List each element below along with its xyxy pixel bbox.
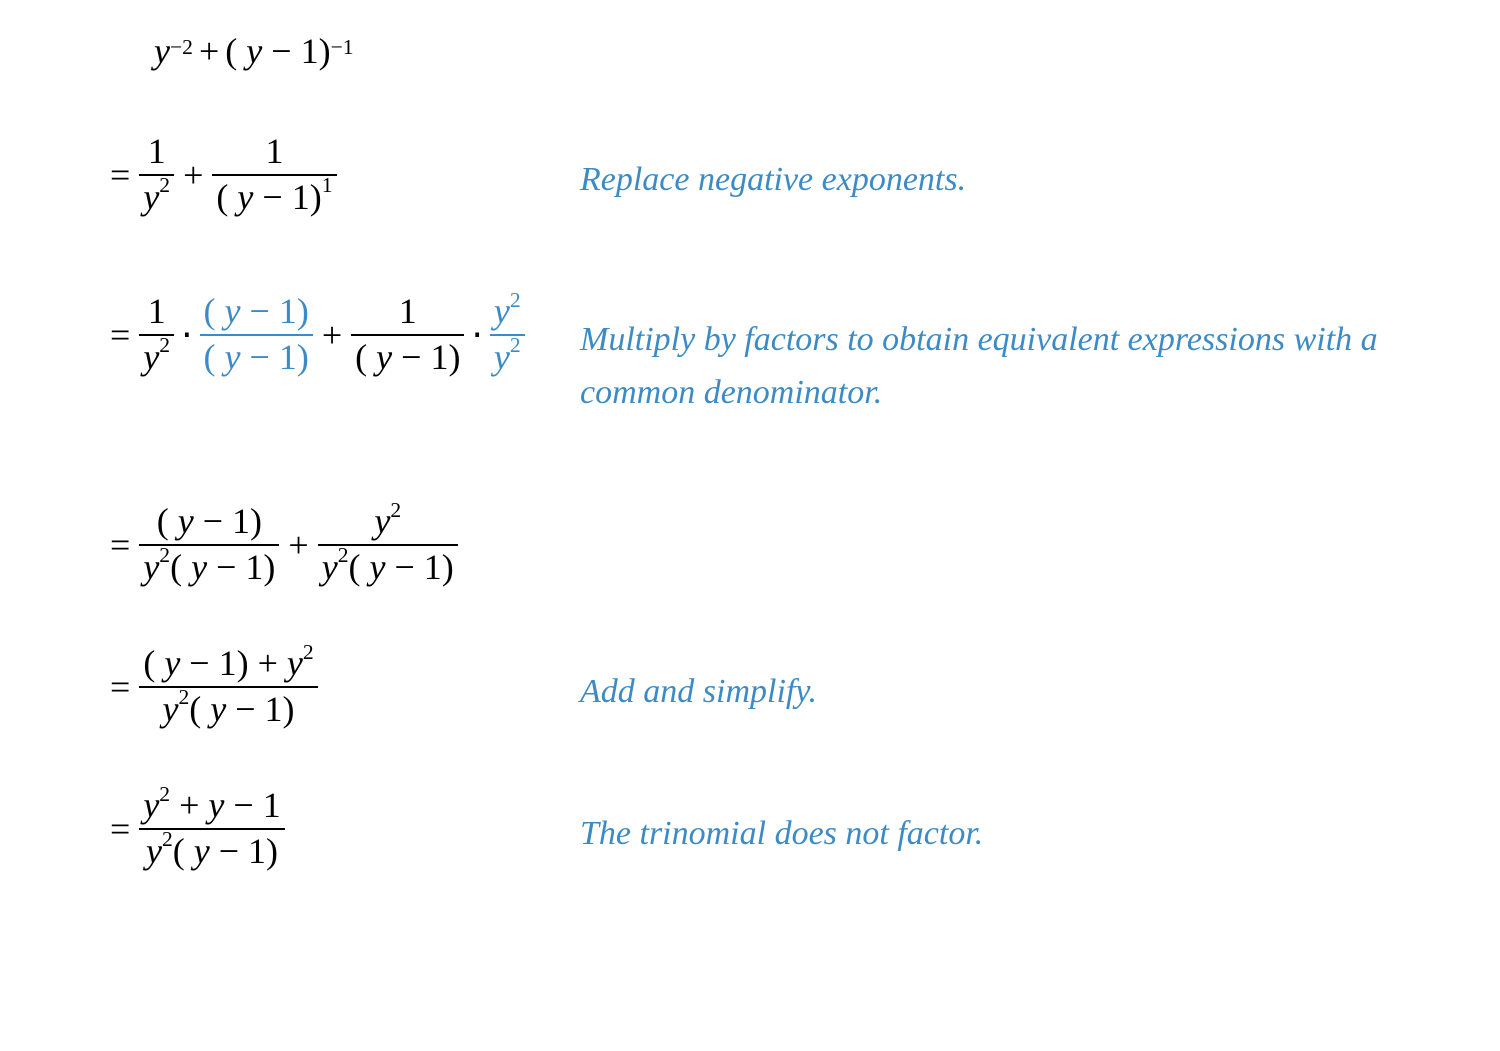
frac-ym1-over-y2ym1: ( y − 1) y2( y − 1) [139, 502, 279, 587]
exp-neg2: −2 [170, 35, 193, 60]
paren-y-minus-1: ( y − 1) [225, 30, 330, 72]
frac-1-over-ym1: 1 ( y − 1) [351, 292, 464, 377]
frac-y2-over-y2-highlight: y2 y2 [490, 292, 525, 377]
cdot: ⋅ [177, 314, 196, 356]
equals: = [110, 524, 136, 566]
step-2: = 1 y2 + 1 ( y − 1)1 Replace negative ex… [110, 132, 1410, 262]
frac-1-over-y2: 1 y2 [139, 132, 174, 217]
frac-ym1-over-ym1-highlight: ( y − 1) ( y − 1) [200, 292, 313, 377]
equals: = [110, 666, 136, 708]
plus-op: + [282, 524, 314, 566]
annotation-6: The trinomial does not factor. [580, 786, 1410, 861]
annotation-2: Replace negative exponents. [580, 132, 1410, 207]
plus-op: + [316, 314, 348, 356]
step-4: = ( y − 1) y2( y − 1) + y2 y2( y − 1) [110, 502, 1410, 632]
var-y: y [154, 30, 170, 72]
frac-combined: ( y − 1) + y2 y2( y − 1) [139, 644, 317, 729]
frac-y2-over-y2ym1: y2 y2( y − 1) [318, 502, 458, 587]
plus-op: + [177, 154, 209, 196]
frac-1-over-y2: 1 y2 [139, 292, 174, 377]
exp-neg1: −1 [331, 35, 354, 60]
step-6: = y2 + y − 1 y2( y − 1) The trinomial do… [110, 786, 1410, 916]
step-3: = 1 y2 ⋅ ( y − 1) ( y − 1) + 1 ( y − 1) [110, 292, 1410, 442]
equals: = [110, 314, 136, 356]
step-5: = ( y − 1) + y2 y2( y − 1) Add and simpl… [110, 644, 1410, 774]
frac-final: y2 + y − 1 y2( y − 1) [139, 786, 284, 871]
annotation-1 [580, 30, 1410, 52]
step-1: y−2 + ( y − 1)−1 [110, 30, 1410, 120]
annotation-4 [580, 502, 1410, 524]
frac-1-over-ym1: 1 ( y − 1)1 [212, 132, 336, 217]
annotation-3: Multiply by factors to obtain equivalent… [580, 292, 1410, 419]
annotation-5: Add and simplify. [580, 644, 1410, 719]
equals: = [110, 154, 136, 196]
plus-op: + [193, 30, 225, 72]
math-derivation: y−2 + ( y − 1)−1 = 1 y2 + 1 ( y − 1)1 [110, 30, 1410, 928]
equals: = [110, 808, 136, 850]
cdot: ⋅ [467, 314, 486, 356]
